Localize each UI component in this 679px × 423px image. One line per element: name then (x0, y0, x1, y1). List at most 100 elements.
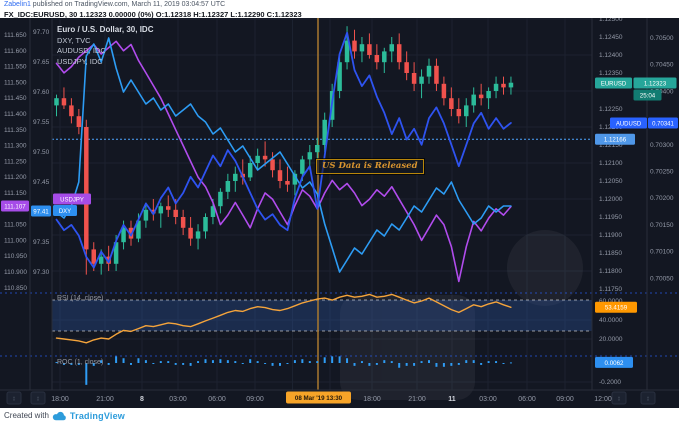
created-with-text: Created with (4, 411, 49, 420)
chart-canvas[interactable]: 111.650 111.600 111.550 111.500 111.450 111.4… (0, 18, 679, 408)
rsi-tick: 60.0000 (599, 298, 623, 305)
tradingview-brand-link[interactable]: TradingView (69, 410, 125, 421)
candle-body (173, 209, 178, 217)
roc-bar (219, 359, 222, 363)
candle-body (84, 127, 89, 250)
eurusd-candles-series (54, 26, 514, 275)
dxy-tick: 97.70 (33, 29, 50, 36)
left-scale-button-2[interactable]: ↕ (30, 391, 46, 405)
eurusd-tick: 1.11750 (599, 286, 622, 293)
roc-bar (509, 362, 512, 364)
roc-bar (405, 363, 408, 366)
candle-body (113, 242, 119, 264)
usdjpy-tick: 111.400 (4, 111, 27, 118)
svg-text:DXY: DXY (59, 209, 71, 215)
roc-bar (70, 363, 73, 365)
usdjpy-tick: 110.950 (4, 253, 27, 260)
candle-body (486, 91, 491, 99)
candle-body (255, 155, 260, 163)
published-line: Zabelin1 published on TradingView.com, M… (4, 1, 302, 9)
audusd-price-axis[interactable]: 0.70500 0.70450 0.70400 0.70300 0.70250 0.702… (650, 35, 674, 282)
tradingview-cloud-icon (52, 411, 66, 420)
roc-bar (122, 358, 125, 363)
eurusd-tick: 1.11950 (599, 214, 622, 221)
dxy-price-label: 97.41 (31, 205, 51, 217)
candle-body (493, 83, 499, 91)
candle-body (136, 220, 141, 239)
eurusd-tick: 1.12450 (599, 34, 623, 41)
rsi-pane-label: RSI (14, close) (57, 295, 103, 302)
audusd-tick: 0.70150 (650, 222, 674, 229)
time-tick: 18:00 (51, 396, 69, 403)
right-scale-button-2[interactable]: ↕ (640, 391, 656, 405)
roc-bar (256, 361, 259, 363)
roc-tick: -0.2000 (599, 379, 621, 386)
roc-bar (465, 360, 468, 363)
time-axis[interactable]: 18:00 21:00 8 03:00 06:00 09:00 18:00 21:00 11 03… (51, 396, 612, 403)
usdjpy-tick: 110.900 (4, 269, 27, 276)
roc-histogram-series (55, 356, 512, 385)
usdjpy-tick: 111.500 (4, 79, 27, 86)
roc-bar (85, 363, 88, 385)
svg-text:111.107: 111.107 (4, 203, 26, 210)
eurusd-tick: 1.12350 (599, 70, 623, 77)
time-tick: 06:00 (518, 396, 536, 403)
dxy-tick: 97.45 (33, 179, 50, 186)
svg-text:↕: ↕ (646, 396, 650, 403)
svg-text:0.0062: 0.0062 (605, 360, 624, 367)
candle-body (121, 227, 126, 243)
candle-body (434, 65, 439, 84)
eurusd-series-tag: EURUSD (595, 77, 632, 89)
roc-bar (346, 358, 349, 363)
roc-bar (167, 361, 170, 363)
roc-bar (308, 361, 311, 363)
roc-bar (279, 363, 281, 366)
svg-text:53.4159: 53.4159 (605, 305, 628, 312)
candle-body (188, 227, 193, 239)
pane-separators[interactable] (0, 292, 679, 357)
dxy-tick: 97.65 (33, 59, 50, 66)
roc-bar (137, 358, 140, 363)
usdjpy-series-tag: USDJPY (53, 193, 91, 205)
audusd-tick: 0.70450 (650, 62, 674, 69)
roc-bar (375, 363, 378, 365)
roc-bar (323, 357, 326, 363)
roc-bar (159, 361, 162, 363)
annotation-callout[interactable]: US Data is Released (316, 159, 424, 174)
eurusd-tick: 1.11800 (599, 268, 622, 275)
roc-bar (92, 363, 95, 366)
eurusd-tick: 1.12000 (599, 196, 623, 203)
price-level-label: 1.12166 (595, 133, 635, 145)
roc-bar (338, 356, 341, 363)
candle-body (218, 191, 223, 207)
roc-bar (398, 363, 401, 368)
svg-text:EURUSD: EURUSD (601, 81, 627, 87)
audusd-line-series (55, 31, 512, 269)
eurusd-tick: 1.12150 (599, 142, 623, 149)
candle-body (344, 40, 350, 63)
usdjpy-tick: 111.200 (4, 174, 27, 181)
candle-body (374, 55, 380, 63)
right-scale-button-1[interactable]: ↕ (611, 391, 627, 405)
roc-bar (264, 363, 267, 364)
candle-body (277, 170, 283, 181)
left-scale-button-1[interactable]: ↕ (6, 391, 22, 405)
candle-body (128, 227, 134, 239)
candle-body (292, 173, 298, 185)
roc-bar (435, 363, 438, 367)
author-link[interactable]: Zabelin1 (4, 1, 31, 8)
roc-bar (100, 360, 103, 363)
audusd-tick: 0.70250 (650, 169, 674, 176)
dxy-series-tag: DXY (53, 205, 77, 216)
time-tick: 21:00 (96, 396, 114, 403)
snapshot-footer: Created with TradingView (0, 408, 679, 423)
usdjpy-price-axis[interactable]: 111.650 111.600 111.550 111.500 111.450 111.4… (4, 32, 27, 292)
candle-body (419, 76, 424, 84)
audusd-tick: 0.70500 (650, 35, 674, 42)
candle-body (322, 119, 327, 145)
time-tick: 06:00 (208, 396, 226, 403)
eurusd-tick: 1.12100 (599, 160, 623, 167)
usdjpy-tick: 111.000 (4, 237, 27, 244)
roc-bar (353, 363, 356, 366)
rsi-band-lines (52, 299, 592, 332)
